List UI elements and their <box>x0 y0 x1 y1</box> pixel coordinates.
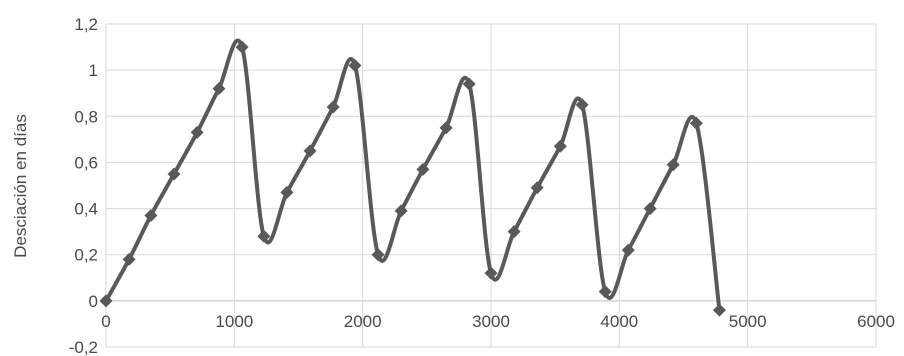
data-point-marker <box>190 125 204 139</box>
y-tick-label: -0,2 <box>69 338 98 356</box>
data-point-marker <box>666 158 680 172</box>
data-point-marker <box>712 303 726 317</box>
series-line <box>104 38 722 313</box>
data-point-marker <box>371 248 385 262</box>
y-tick-label: 0,4 <box>74 200 98 219</box>
data-point-marker <box>348 59 362 73</box>
x-tick-labels: 0 1000 2000 3000 4000 5000 6000 <box>101 312 895 331</box>
data-point-marker <box>122 252 136 266</box>
y-tick-label: 0 <box>89 292 98 311</box>
y-tick-label: 0,2 <box>74 246 98 265</box>
data-point-marker <box>280 185 294 199</box>
series-markers <box>99 40 726 317</box>
data-point-marker <box>484 266 498 280</box>
x-tick-label: 1000 <box>215 312 253 331</box>
data-point-marker <box>575 98 589 112</box>
data-point-marker <box>643 202 657 216</box>
data-point-marker <box>507 225 521 239</box>
data-point-marker <box>598 285 612 299</box>
y-tick-label: 1 <box>89 61 98 80</box>
x-tick-label: 2000 <box>344 312 382 331</box>
data-point-marker <box>530 181 544 195</box>
grid <box>105 23 877 348</box>
data-point-marker <box>553 139 567 153</box>
x-tick-label: 0 <box>101 312 110 331</box>
data-point-marker <box>99 294 113 308</box>
data-point-marker <box>439 121 453 135</box>
y-tick-labels: -0,2 0 0,2 0,4 0,6 0,8 1 1,2 <box>69 15 98 356</box>
data-point-marker <box>303 144 317 158</box>
y-tick-label: 0,6 <box>74 153 98 172</box>
data-point-marker <box>167 167 181 181</box>
data-point-marker <box>416 162 430 176</box>
data-point-marker <box>689 116 703 130</box>
x-tick-label: 3000 <box>472 312 510 331</box>
data-point-marker <box>394 204 408 218</box>
data-point-marker <box>257 229 271 243</box>
x-tick-label: 6000 <box>857 312 895 331</box>
data-point-marker <box>235 40 249 54</box>
data-point-marker <box>462 77 476 91</box>
x-tick-label: 5000 <box>729 312 767 331</box>
y-tick-label: 1,2 <box>74 15 98 34</box>
y-tick-label: 0,8 <box>74 107 98 126</box>
data-point-marker <box>326 100 340 114</box>
x-tick-label: 4000 <box>600 312 638 331</box>
data-point-marker <box>621 243 635 257</box>
data-point-marker <box>212 82 226 96</box>
data-point-marker <box>144 208 158 222</box>
y-axis-title: Desciación en días <box>11 114 30 258</box>
